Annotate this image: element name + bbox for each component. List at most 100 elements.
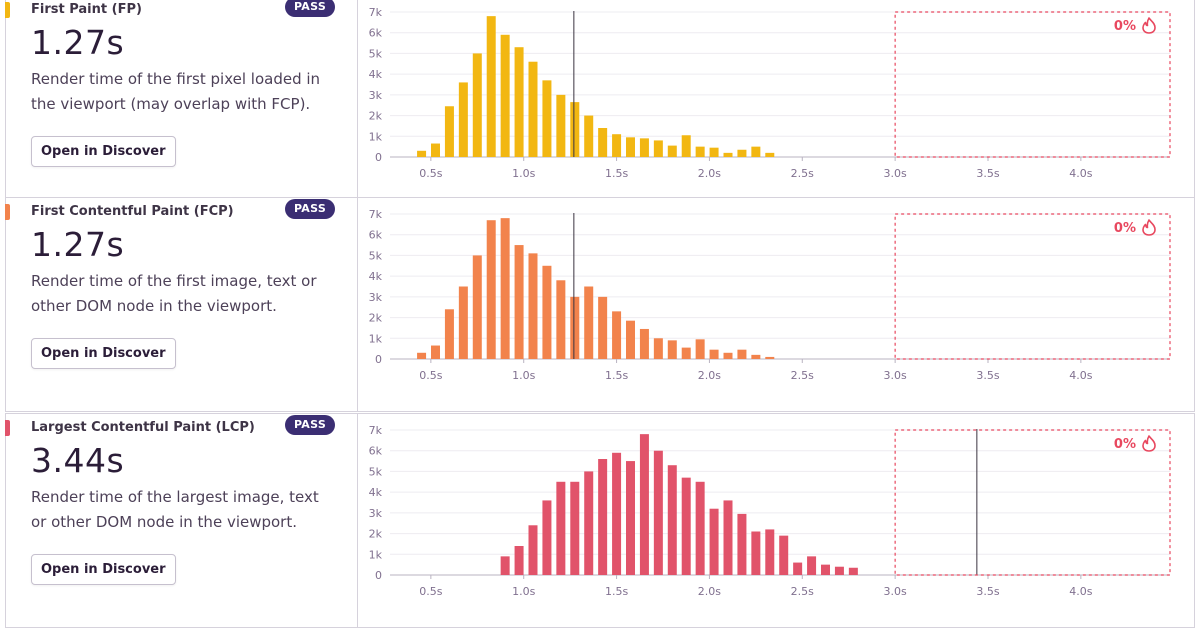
histogram-bar [556, 94, 566, 157]
histogram-bar [751, 354, 761, 359]
histogram-chart: 7k 6k 5k 4k 3k 2k 1k 0 0.5s 1.0s 1.5s 2.0s 2.5s 3.0s 3… [358, 0, 1196, 209]
status-badge: PASS [285, 199, 335, 219]
x-tick-label: 3.5s [976, 369, 999, 382]
histogram-chart: 7k 6k 5k 4k 3k 2k 1k 0 0.5s 1.0s 1.5s 2.0s 2.5s 3.0s 3… [358, 198, 1196, 411]
x-tick-label: 4.0s [1069, 167, 1092, 180]
histogram-bar [765, 152, 775, 157]
histogram-svg: 7k 6k 5k 4k 3k 2k 1k 0 0.5s 1.0s 1.5s 2.0s 2.5s 3.0s 3… [369, 6, 1171, 180]
histogram-bar [528, 61, 538, 157]
histogram-bar [612, 452, 622, 575]
histogram-bar [486, 16, 496, 158]
histogram-bar [723, 152, 733, 157]
vital-title: Largest Contentful Paint (LCP) [31, 420, 255, 435]
y-tick-label: 4k [369, 486, 383, 499]
histogram-bar [667, 145, 677, 157]
histogram-bar [514, 546, 524, 575]
x-tick-label: 3.0s [884, 369, 907, 382]
histogram-bar [807, 556, 817, 575]
vital-value: 3.44s [31, 441, 125, 480]
histogram-bar [542, 80, 552, 157]
histogram-bar [542, 265, 552, 359]
vital-card-fp: First Paint (FP) PASS 1.27s Render time … [5, 0, 1195, 210]
y-tick-label: 5k [369, 249, 383, 262]
histogram-bar [431, 345, 440, 359]
vital-card-lcp: Largest Contentful Paint (LCP) PASS 3.44… [5, 413, 1195, 628]
histogram-chart: 7k 6k 5k 4k 3k 2k 1k 0 0.5s 1.0s 1.5s 2.0s 2.5s 3.0s 3… [358, 414, 1196, 627]
vital-card-fcp: First Contentful Paint (FCP) PASS 1.27s … [5, 197, 1195, 412]
histogram-bar [737, 149, 747, 157]
y-tick-label: 6k [369, 27, 383, 40]
fire-icon [1142, 219, 1156, 236]
histogram-bar [737, 349, 747, 359]
vital-value: 1.27s [31, 225, 125, 264]
y-tick-label: 1k [369, 332, 383, 345]
y-tick-label: 3k [369, 291, 383, 304]
y-tick-label: 5k [369, 465, 383, 478]
histogram-bar [458, 82, 468, 157]
histogram-bar [626, 461, 635, 575]
x-tick-label: 1.5s [605, 585, 628, 598]
histogram-bar [584, 286, 594, 359]
x-tick-label: 1.5s [605, 369, 628, 382]
y-tick-label: 4k [369, 270, 383, 283]
y-tick-label: 2k [369, 528, 383, 541]
open-in-discover-button[interactable]: Open in Discover [31, 338, 176, 369]
histogram-bar [626, 320, 635, 359]
histogram-bar [681, 477, 691, 575]
vital-title: First Paint (FP) [31, 2, 142, 17]
histogram-bar [751, 146, 761, 157]
histogram-bar [556, 481, 566, 575]
histogram-bar [570, 102, 580, 157]
histogram-bar [695, 481, 705, 575]
histogram-bar [528, 253, 538, 359]
vital-value: 1.27s [31, 23, 125, 62]
x-tick-label: 2.5s [791, 369, 814, 382]
status-badge: PASS [285, 415, 335, 435]
x-tick-label: 2.0s [698, 369, 721, 382]
vital-summary: First Contentful Paint (FCP) PASS 1.27s … [5, 198, 358, 411]
histogram-bar [612, 311, 622, 359]
histogram-bar [486, 220, 496, 359]
histogram-bar [667, 465, 677, 575]
x-tick-label: 1.0s [512, 167, 535, 180]
y-tick-label: 3k [369, 89, 383, 102]
histogram-bar [765, 356, 775, 359]
histogram-bar [514, 245, 524, 359]
histogram-bar [417, 150, 427, 157]
y-tick-label: 2k [369, 312, 383, 325]
open-in-discover-button[interactable]: Open in Discover [31, 136, 176, 167]
vital-description: Render time of the first pixel loaded in… [31, 70, 321, 113]
histogram-bar [500, 556, 510, 575]
y-tick-label: 2k [369, 110, 383, 123]
histogram-bar [500, 218, 510, 359]
histogram-bar [653, 338, 663, 359]
histogram-svg: 7k 6k 5k 4k 3k 2k 1k 0 0.5s 1.0s 1.5s 2.0s 2.5s 3.0s 3… [369, 208, 1171, 382]
histogram-bar [444, 309, 454, 359]
x-tick-label: 4.0s [1069, 585, 1092, 598]
y-tick-label: 0 [375, 569, 382, 582]
x-tick-label: 0.5s [419, 585, 442, 598]
histogram-bar [723, 500, 733, 575]
y-tick-label: 6k [369, 445, 383, 458]
histogram-bar [653, 450, 663, 575]
vital-description: Render time of the largest image, text o… [31, 488, 319, 531]
histogram-bar [695, 339, 705, 359]
x-tick-label: 0.5s [419, 369, 442, 382]
histogram-bar [681, 135, 691, 157]
histogram-bar [472, 255, 482, 359]
histogram-bar [653, 140, 663, 157]
histogram-bar [821, 564, 830, 575]
open-in-discover-button[interactable]: Open in Discover [31, 554, 176, 585]
vital-summary: Largest Contentful Paint (LCP) PASS 3.44… [5, 414, 358, 627]
vital-color-indicator [5, 2, 10, 18]
fail-percentage-label: 0% [1114, 221, 1136, 236]
histogram-bar [709, 147, 719, 157]
vital-color-indicator [5, 204, 10, 220]
histogram-bar [584, 471, 594, 575]
y-tick-label: 1k [369, 130, 383, 143]
y-tick-label: 7k [369, 6, 383, 19]
histogram-bar [681, 347, 691, 359]
histogram-bar [639, 328, 649, 359]
histogram-bar [598, 128, 608, 157]
y-tick-label: 0 [375, 151, 382, 164]
